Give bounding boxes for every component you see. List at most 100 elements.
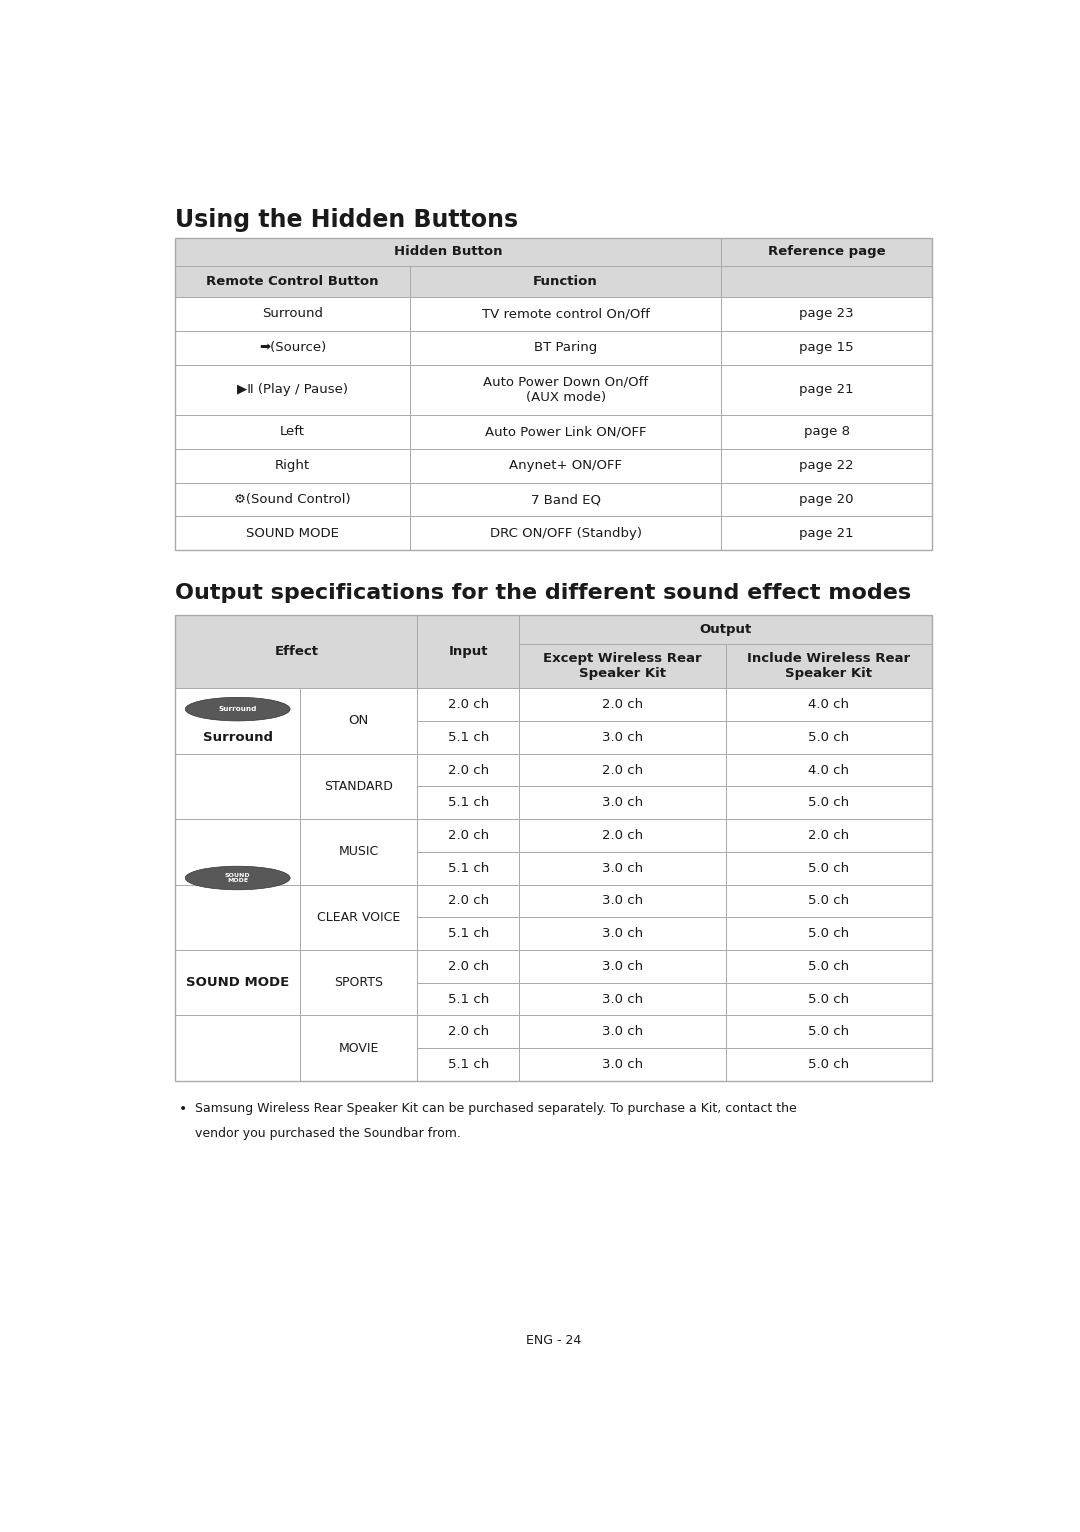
Text: Anynet+ ON/OFF: Anynet+ ON/OFF: [509, 460, 622, 472]
Bar: [721, 365, 932, 415]
Bar: [417, 614, 519, 688]
Bar: [417, 852, 519, 884]
Bar: [726, 643, 932, 688]
Text: Remote Control Button: Remote Control Button: [206, 276, 379, 288]
Text: 2.0 ch: 2.0 ch: [448, 1025, 489, 1039]
Text: 7 Band EQ: 7 Band EQ: [530, 493, 600, 506]
Bar: [721, 449, 932, 483]
Text: 5.0 ch: 5.0 ch: [808, 961, 849, 973]
Bar: [721, 297, 932, 331]
Bar: [175, 237, 932, 550]
Bar: [721, 516, 932, 550]
Text: page 23: page 23: [799, 308, 854, 320]
Text: 5.1 ch: 5.1 ch: [448, 731, 489, 743]
Bar: [726, 1016, 932, 1048]
Text: 5.0 ch: 5.0 ch: [808, 861, 849, 875]
Text: Auto Power Down On/Off
(AUX mode): Auto Power Down On/Off (AUX mode): [483, 375, 648, 404]
Bar: [417, 950, 519, 982]
Text: 3.0 ch: 3.0 ch: [602, 1059, 643, 1071]
Bar: [417, 918, 519, 950]
Bar: [175, 754, 417, 1082]
Bar: [519, 614, 932, 643]
Text: 5.1 ch: 5.1 ch: [448, 861, 489, 875]
Bar: [726, 884, 932, 918]
Bar: [175, 415, 409, 449]
Bar: [409, 449, 721, 483]
Bar: [726, 722, 932, 754]
Bar: [417, 722, 519, 754]
Text: 3.0 ch: 3.0 ch: [602, 1025, 643, 1039]
Ellipse shape: [186, 866, 291, 890]
Text: vendor you purchased the Soundbar from.: vendor you purchased the Soundbar from.: [194, 1128, 460, 1140]
Text: Samsung Wireless Rear Speaker Kit can be purchased separately. To purchase a Kit: Samsung Wireless Rear Speaker Kit can be…: [194, 1103, 796, 1115]
Text: 5.1 ch: 5.1 ch: [448, 927, 489, 941]
Text: page 20: page 20: [799, 493, 854, 506]
Bar: [409, 365, 721, 415]
Text: Include Wireless Rear
Speaker Kit: Include Wireless Rear Speaker Kit: [747, 651, 910, 680]
Text: 2.0 ch: 2.0 ch: [448, 829, 489, 843]
Text: Function: Function: [534, 276, 598, 288]
Bar: [519, 918, 726, 950]
Bar: [519, 754, 726, 786]
Text: 3.0 ch: 3.0 ch: [602, 927, 643, 941]
Bar: [175, 483, 409, 516]
Text: Hidden Button: Hidden Button: [394, 245, 502, 259]
Text: ▶Ⅱ (Play / Pause): ▶Ⅱ (Play / Pause): [237, 383, 348, 397]
Text: DRC ON/OFF (Standby): DRC ON/OFF (Standby): [489, 527, 642, 539]
Text: 3.0 ch: 3.0 ch: [602, 861, 643, 875]
Bar: [409, 516, 721, 550]
Bar: [175, 614, 417, 688]
Text: 2.0 ch: 2.0 ch: [808, 829, 849, 843]
Text: 5.0 ch: 5.0 ch: [808, 1059, 849, 1071]
Text: Surround: Surround: [262, 308, 323, 320]
Text: Reference page: Reference page: [768, 245, 886, 259]
Bar: [726, 852, 932, 884]
Bar: [175, 365, 409, 415]
Bar: [175, 267, 409, 297]
Text: 5.1 ch: 5.1 ch: [448, 993, 489, 1005]
Text: •: •: [179, 1103, 188, 1117]
Bar: [519, 643, 726, 688]
Text: 4.0 ch: 4.0 ch: [808, 699, 849, 711]
Bar: [409, 331, 721, 365]
Text: Left: Left: [280, 426, 305, 438]
Bar: [417, 982, 519, 1016]
Text: 2.0 ch: 2.0 ch: [448, 961, 489, 973]
Text: Output specifications for the different sound effect modes: Output specifications for the different …: [175, 582, 912, 602]
Text: 2.0 ch: 2.0 ch: [602, 699, 643, 711]
Bar: [519, 884, 726, 918]
Bar: [417, 786, 519, 820]
Text: Auto Power Link ON/OFF: Auto Power Link ON/OFF: [485, 426, 646, 438]
Text: 5.0 ch: 5.0 ch: [808, 895, 849, 907]
Text: Output: Output: [700, 624, 752, 636]
Text: 5.1 ch: 5.1 ch: [448, 1059, 489, 1071]
Text: 2.0 ch: 2.0 ch: [448, 895, 489, 907]
Text: SPORTS: SPORTS: [334, 976, 383, 990]
Bar: [519, 950, 726, 982]
Text: Surround: Surround: [203, 731, 273, 743]
Bar: [726, 950, 932, 982]
Text: Input: Input: [448, 645, 488, 659]
Bar: [175, 688, 417, 754]
Text: page 15: page 15: [799, 342, 854, 354]
Bar: [417, 820, 519, 852]
Text: 3.0 ch: 3.0 ch: [602, 797, 643, 809]
Text: 2.0 ch: 2.0 ch: [602, 829, 643, 843]
Bar: [175, 297, 409, 331]
Text: Effect: Effect: [274, 645, 319, 659]
Text: 5.1 ch: 5.1 ch: [448, 797, 489, 809]
Text: 3.0 ch: 3.0 ch: [602, 993, 643, 1005]
Text: STANDARD: STANDARD: [324, 780, 393, 794]
Text: MUSIC: MUSIC: [339, 846, 379, 858]
Bar: [409, 415, 721, 449]
Text: 2.0 ch: 2.0 ch: [602, 763, 643, 777]
Text: ➡(Source): ➡(Source): [259, 342, 326, 354]
Bar: [175, 331, 409, 365]
Text: BT Paring: BT Paring: [534, 342, 597, 354]
Text: 5.0 ch: 5.0 ch: [808, 797, 849, 809]
Text: Surround: Surround: [218, 706, 257, 712]
Bar: [721, 237, 932, 267]
Text: 5.0 ch: 5.0 ch: [808, 1025, 849, 1039]
Bar: [726, 688, 932, 722]
Text: page 22: page 22: [799, 460, 854, 472]
